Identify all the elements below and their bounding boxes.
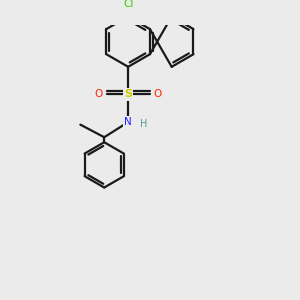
Text: O: O [94, 89, 103, 100]
Text: Cl: Cl [123, 0, 133, 9]
Text: H: H [140, 119, 148, 129]
Text: N: N [124, 117, 132, 127]
Text: O: O [154, 89, 162, 100]
Text: S: S [124, 89, 132, 100]
